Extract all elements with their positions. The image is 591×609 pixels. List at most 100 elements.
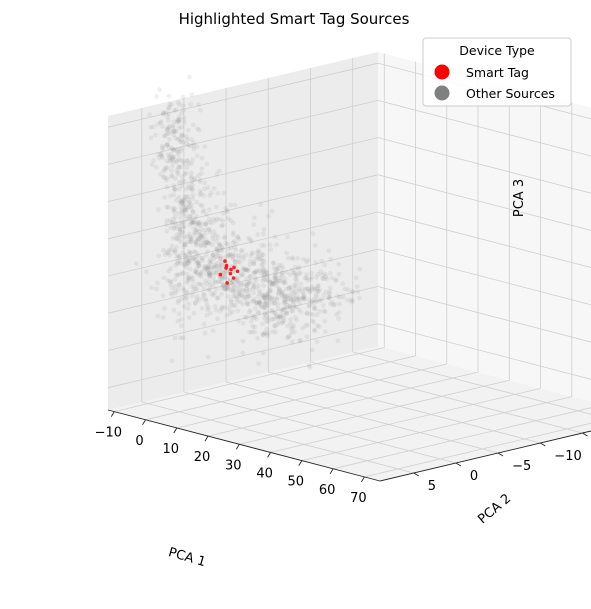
other-source-point: [184, 171, 189, 176]
other-source-point: [179, 209, 185, 215]
other-source-point: [273, 314, 279, 320]
other-source-point: [230, 282, 236, 288]
other-source-point: [282, 294, 288, 299]
other-source-point: [184, 234, 190, 239]
other-source-point: [251, 270, 257, 276]
other-source-point: [279, 294, 285, 300]
other-source-point: [201, 208, 207, 214]
other-source-point: [274, 295, 280, 301]
other-source-point: [292, 283, 297, 288]
legend-marker-smart-tag: [434, 64, 450, 80]
other-source-point: [265, 302, 271, 308]
other-source-point: [312, 306, 317, 312]
other-source-point: [192, 176, 198, 182]
other-source-point: [264, 331, 270, 337]
other-source-point: [279, 292, 285, 298]
other-source-point: [171, 307, 177, 313]
other-source-point: [223, 206, 229, 211]
other-source-point: [215, 279, 221, 284]
y-tick-label: −10: [554, 449, 581, 464]
other-source-point: [222, 270, 228, 276]
other-source-point: [176, 180, 182, 186]
other-source-point: [255, 254, 260, 260]
other-source-point: [173, 262, 179, 268]
other-source-point: [275, 301, 281, 307]
other-source-point: [215, 295, 221, 301]
other-source-point: [234, 296, 239, 302]
other-source-point: [336, 272, 342, 277]
other-source-point: [204, 302, 210, 308]
other-source-point: [265, 292, 270, 298]
other-source-point: [216, 168, 222, 174]
other-source-point: [178, 221, 183, 226]
other-source-point: [331, 302, 336, 308]
other-source-point: [160, 143, 165, 149]
other-source-point: [305, 322, 311, 328]
other-source-point: [219, 285, 225, 291]
other-source-point: [240, 350, 246, 356]
other-source-point: [297, 300, 303, 306]
other-source-point: [192, 286, 198, 292]
other-source-point: [172, 186, 178, 192]
other-source-point: [246, 309, 252, 315]
other-source-point: [177, 228, 183, 234]
other-source-point: [160, 155, 166, 161]
other-source-point: [166, 111, 172, 117]
other-source-point: [207, 273, 212, 279]
other-source-point: [226, 294, 231, 299]
other-source-point: [262, 305, 267, 311]
other-source-point: [266, 298, 272, 304]
other-source-point: [198, 274, 204, 280]
other-source-point: [226, 252, 232, 258]
other-source-point: [302, 275, 308, 281]
other-source-point: [173, 136, 179, 141]
other-source-point: [198, 242, 204, 248]
other-source-point: [165, 118, 171, 123]
other-source-point: [181, 304, 187, 310]
other-source-point: [269, 300, 275, 305]
other-source-point: [200, 258, 206, 263]
other-source-point: [181, 203, 186, 208]
other-source-point: [164, 127, 170, 133]
other-source-point: [216, 263, 222, 269]
other-source-point: [250, 323, 256, 329]
other-source-point: [172, 250, 177, 256]
z-grid-back: [377, 137, 591, 194]
other-source-point: [225, 284, 231, 290]
other-source-point: [194, 153, 200, 159]
other-source-point: [170, 235, 176, 241]
other-source-point: [288, 326, 294, 331]
other-source-point: [251, 290, 256, 296]
other-source-point: [233, 253, 238, 258]
other-source-point: [164, 165, 170, 171]
other-source-point: [267, 279, 273, 285]
other-source-point: [211, 229, 217, 235]
other-source-point: [167, 102, 173, 107]
other-source-point: [254, 269, 259, 275]
other-source-point: [256, 253, 262, 259]
other-source-point: [288, 297, 294, 303]
other-source-point: [168, 146, 174, 151]
other-source-point: [246, 280, 252, 285]
other-source-point: [207, 310, 213, 316]
other-source-point: [134, 261, 139, 266]
other-source-point: [169, 168, 174, 174]
other-source-point: [265, 273, 270, 278]
other-source-point: [156, 155, 162, 161]
other-source-point: [189, 293, 195, 299]
other-source-point: [188, 102, 194, 107]
other-source-point: [173, 272, 179, 278]
other-source-point: [214, 216, 220, 222]
other-source-point: [236, 293, 242, 298]
other-source-point: [149, 162, 155, 168]
other-source-point: [261, 294, 267, 300]
other-source-point: [197, 219, 202, 225]
other-source-point: [279, 290, 284, 296]
other-source-point: [300, 289, 306, 295]
other-source-point: [180, 335, 186, 341]
other-source-point: [261, 295, 267, 301]
other-source-point: [278, 263, 284, 268]
other-source-point: [161, 109, 167, 115]
other-source-point: [300, 296, 306, 301]
other-source-point: [274, 279, 280, 285]
